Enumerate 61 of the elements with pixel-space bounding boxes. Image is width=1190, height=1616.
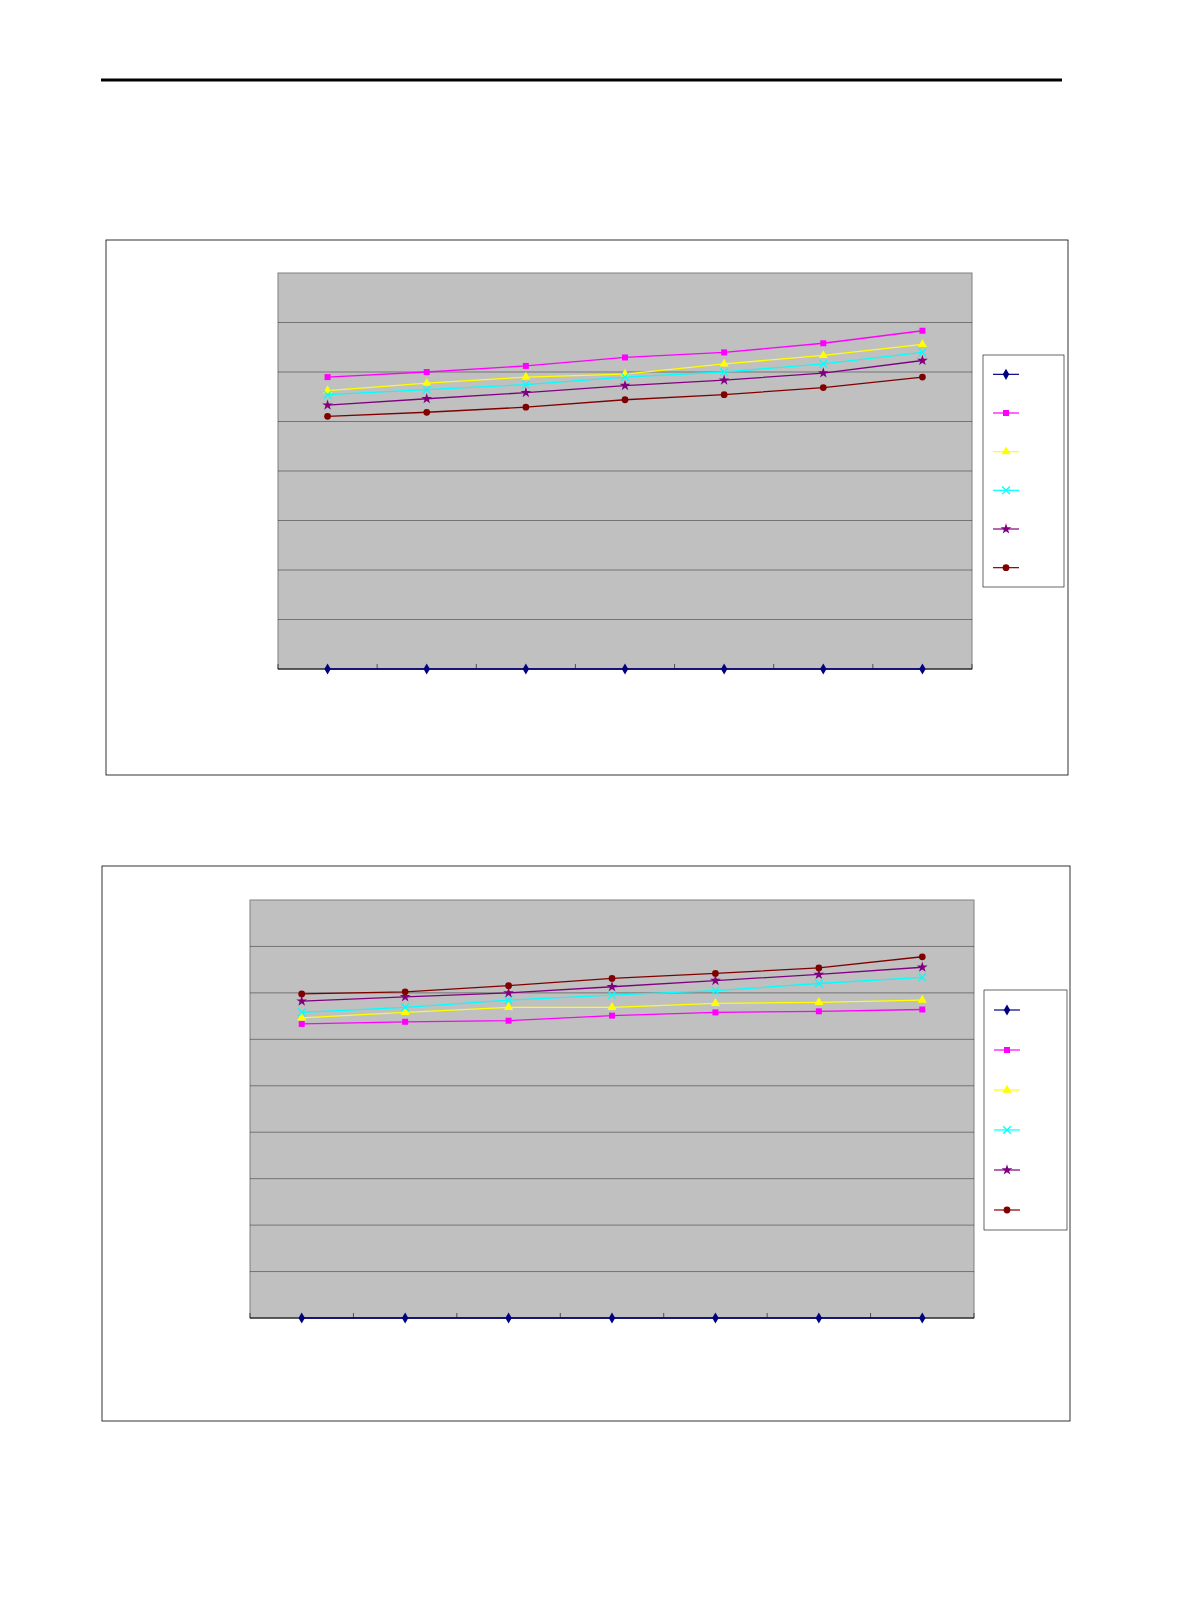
point xyxy=(720,391,728,399)
point xyxy=(710,986,720,996)
point xyxy=(719,367,729,377)
point xyxy=(520,386,532,398)
point xyxy=(619,379,631,391)
point xyxy=(712,1009,719,1016)
point xyxy=(324,412,331,420)
point xyxy=(721,349,728,356)
point xyxy=(815,964,823,972)
point xyxy=(916,961,928,972)
point xyxy=(718,374,730,385)
point xyxy=(817,367,829,378)
point xyxy=(814,997,824,1005)
point xyxy=(608,975,616,982)
point xyxy=(607,1002,617,1010)
point xyxy=(607,990,617,1000)
point xyxy=(818,359,828,369)
point xyxy=(522,362,529,369)
point xyxy=(505,982,512,990)
point xyxy=(819,384,827,391)
point xyxy=(818,350,828,359)
point xyxy=(298,1020,305,1027)
point xyxy=(820,340,827,347)
point xyxy=(521,380,531,390)
point xyxy=(918,953,926,961)
point xyxy=(521,371,531,380)
point xyxy=(814,979,824,988)
point xyxy=(323,390,333,400)
point xyxy=(815,1008,822,1015)
point xyxy=(400,1002,410,1012)
point xyxy=(609,1012,615,1019)
point xyxy=(402,1018,409,1025)
point xyxy=(712,970,719,977)
point xyxy=(324,374,331,381)
point xyxy=(710,998,720,1006)
point xyxy=(622,354,628,361)
point xyxy=(620,372,630,382)
point xyxy=(917,347,927,357)
point xyxy=(421,393,433,404)
point xyxy=(504,995,514,1005)
point xyxy=(919,373,926,381)
point xyxy=(917,354,928,366)
point xyxy=(719,358,729,367)
point xyxy=(505,1017,512,1024)
point xyxy=(322,399,333,410)
point xyxy=(422,385,432,395)
point xyxy=(621,396,629,404)
point xyxy=(522,403,530,411)
point xyxy=(917,339,927,347)
point xyxy=(422,377,432,386)
point xyxy=(606,981,618,992)
point xyxy=(297,1007,307,1017)
point xyxy=(919,1006,926,1013)
point xyxy=(917,972,927,982)
point xyxy=(298,990,306,998)
point xyxy=(423,369,430,376)
point xyxy=(423,408,431,416)
point xyxy=(504,1002,514,1010)
point xyxy=(401,988,409,996)
point xyxy=(919,327,926,334)
point xyxy=(917,994,927,1003)
